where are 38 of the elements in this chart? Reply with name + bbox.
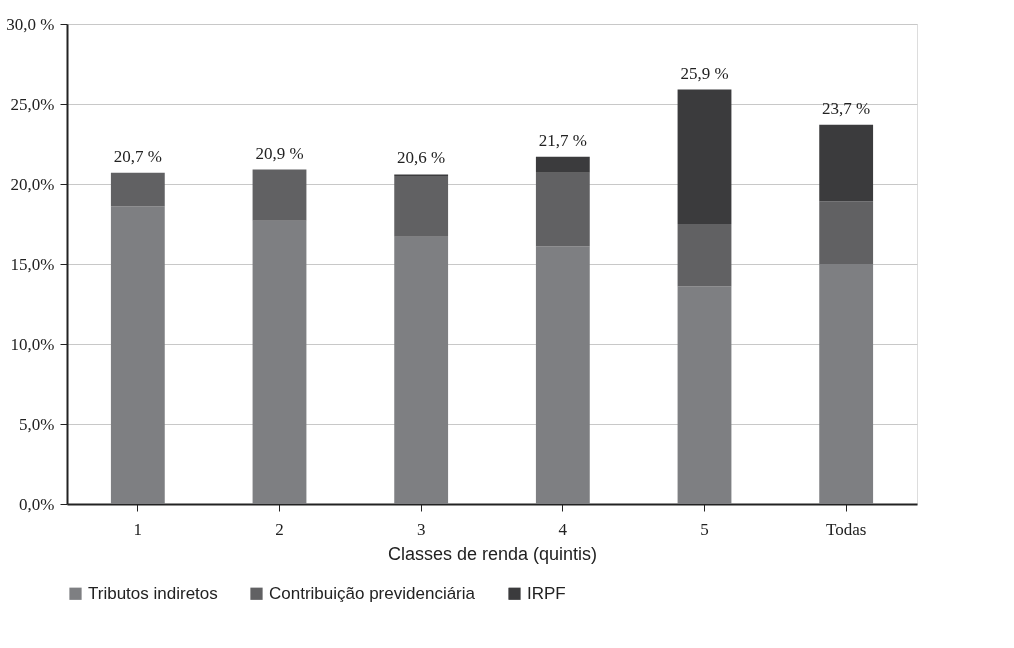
bar (110, 172, 165, 207)
y-tick-label: 25,0% (10, 94, 55, 114)
total-label: 20,9 % (255, 143, 304, 163)
x-tick-label: Todas (825, 519, 867, 539)
x-tick-label: 2 (275, 519, 284, 539)
bar (677, 89, 732, 224)
x-axis-title: Classes de renda (quintis) (387, 543, 598, 564)
legend-label: Contribuição previdenciária (269, 583, 476, 603)
bar (394, 236, 449, 504)
bar (252, 169, 307, 221)
legend-label: Tributos indiretos (88, 583, 218, 603)
legend-label: IRPF (527, 583, 566, 603)
y-tick-label: 20,0% (10, 174, 55, 194)
x-tick-label: 3 (416, 519, 426, 539)
total-label: 20,6 % (397, 148, 446, 168)
bar (535, 156, 590, 173)
y-tick-label: 10,0% (10, 334, 55, 354)
total-label: 23,7 % (822, 98, 871, 118)
bar (252, 220, 307, 504)
bar (819, 264, 874, 504)
y-tick-label: 5,0% (19, 414, 55, 434)
y-tick-label: 15,0% (10, 254, 55, 274)
bar (677, 224, 732, 287)
bar (535, 172, 590, 247)
bar (677, 286, 732, 504)
total-label: 20,7 % (113, 146, 162, 166)
x-tick-label: 4 (558, 519, 568, 539)
bar (819, 201, 874, 264)
total-label: 25,9 % (680, 63, 729, 83)
x-tick-label: 5 (700, 519, 709, 539)
total-label: 21,7 % (538, 130, 587, 150)
bar (819, 124, 874, 202)
x-tick-label: 1 (133, 519, 143, 539)
bar (110, 206, 165, 504)
bar (394, 176, 449, 237)
y-tick-label: 0,0% (19, 494, 55, 514)
bar (535, 246, 590, 504)
y-tick-label: 30,0 % (6, 14, 55, 34)
